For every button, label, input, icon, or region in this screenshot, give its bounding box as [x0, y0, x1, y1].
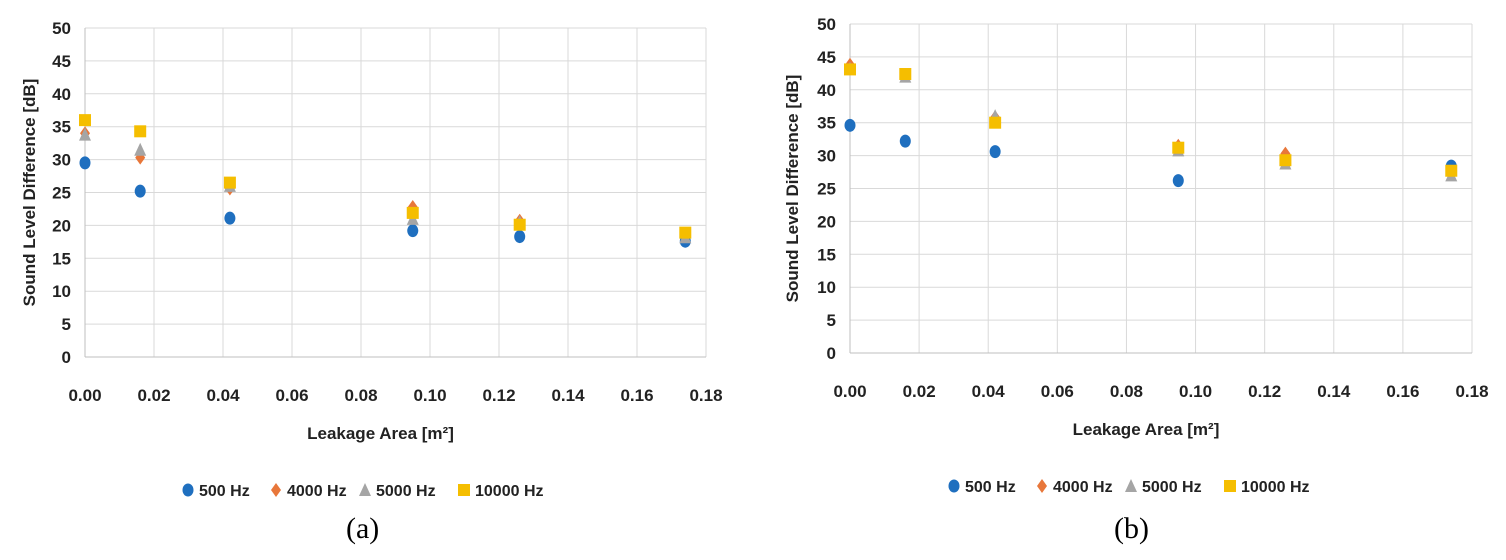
data-point	[224, 211, 236, 225]
x-tick-label: 0.08	[344, 386, 377, 405]
x-tick-label: 0.00	[833, 382, 866, 401]
y-tick-label: 0	[827, 344, 836, 363]
panel-caption-a: (a)	[346, 512, 380, 545]
x-tick-label: 0.06	[275, 386, 308, 405]
y-tick-label: 30	[817, 147, 836, 166]
x-tick-label: 0.06	[1041, 382, 1074, 401]
x-axis-title: Leakage Area [m²]	[1073, 420, 1220, 439]
legend-label: 5000 Hz	[376, 483, 436, 500]
x-tick-label: 0.02	[137, 386, 170, 405]
chart-panel-b: 0 5 10 15 20 25 30 35 40 45 50 0.00 0.02 0.04 0.06 0.08…	[766, 0, 1506, 510]
x-tick-label: 0.00	[68, 386, 101, 405]
data-point	[134, 184, 146, 198]
y-tick-label: 5	[62, 315, 71, 334]
legend-marker	[1224, 480, 1236, 492]
y-tick-label: 35	[817, 114, 836, 133]
data-point	[1279, 154, 1292, 167]
y-tick-label: 35	[52, 118, 71, 137]
legend-marker	[1125, 479, 1137, 492]
y-axis-title: Sound Level Difference [dB]	[783, 75, 802, 303]
x-tick-label: 0.18	[1455, 382, 1488, 401]
y-tick-label: 25	[52, 184, 71, 203]
x-tick-label: 0.12	[1248, 382, 1281, 401]
legend-label: 10000 Hz	[1241, 479, 1310, 496]
x-tick-label: 0.12	[482, 386, 515, 405]
data-point	[79, 114, 91, 127]
x-tick-label: 0.16	[620, 386, 653, 405]
y-tick-label: 0	[62, 348, 71, 367]
y-tick-label: 10	[52, 282, 71, 301]
legend-label: 4000 Hz	[287, 483, 347, 500]
x-tick-label: 0.10	[1179, 382, 1212, 401]
x-tick-label: 0.16	[1386, 382, 1419, 401]
y-tick-label: 20	[817, 212, 836, 231]
y-tick-label: 45	[817, 48, 836, 67]
data-point	[134, 142, 147, 156]
data-point	[407, 224, 419, 238]
data-point	[679, 226, 692, 239]
legend-marker	[948, 479, 960, 493]
panel-caption-b: (b)	[1114, 512, 1149, 545]
data-point	[989, 145, 1001, 159]
y-tick-label: 30	[52, 151, 71, 170]
y-tick-label: 45	[52, 52, 71, 71]
scatter-chart-a: 0 5 10 15 20 25 30 35 40 45 50 0.00 0.02 0.04 0.06 0.08…	[20, 19, 723, 500]
y-tick-label: 50	[52, 19, 71, 38]
y-axis-title: Sound Level Difference [dB]	[20, 79, 39, 307]
data-point	[899, 134, 911, 148]
data-point	[79, 156, 91, 170]
y-tick-label: 50	[817, 15, 836, 34]
legend-label: 500 Hz	[199, 483, 250, 500]
data-point	[844, 118, 856, 132]
data-point	[134, 125, 147, 138]
data-point	[989, 116, 1002, 129]
x-tick-label: 0.04	[972, 382, 1006, 401]
legend-label: 4000 Hz	[1053, 479, 1113, 496]
y-tick-label: 20	[52, 216, 71, 235]
x-tick-label: 0.14	[551, 386, 585, 405]
data-point	[223, 176, 236, 189]
legend-label: 10000 Hz	[475, 483, 544, 500]
data-point	[1172, 174, 1184, 188]
y-tick-label: 10	[817, 278, 836, 297]
data-point	[514, 230, 526, 244]
legend-marker	[271, 483, 281, 497]
y-tick-label: 15	[52, 249, 71, 268]
data-point	[513, 218, 526, 231]
x-tick-label: 0.02	[903, 382, 936, 401]
x-axis-title: Leakage Area [m²]	[307, 424, 454, 443]
y-tick-label: 25	[817, 180, 836, 199]
data-point	[844, 63, 856, 76]
chart-panel-a: 0 5 10 15 20 25 30 35 40 45 50 0.00 0.02 0.04 0.06 0.08…	[0, 0, 750, 510]
legend-marker	[359, 483, 371, 496]
x-tick-label: 0.10	[413, 386, 446, 405]
data-point	[1445, 164, 1458, 177]
data-point	[1172, 141, 1185, 154]
x-tick-label: 0.08	[1110, 382, 1143, 401]
legend-marker	[458, 484, 470, 496]
y-tick-label: 5	[827, 311, 836, 330]
legend-label: 500 Hz	[965, 479, 1016, 496]
data-point	[899, 68, 912, 81]
legend-marker	[1037, 479, 1047, 493]
x-tick-label: 0.14	[1317, 382, 1351, 401]
data-point	[79, 127, 91, 141]
data-point	[406, 206, 419, 219]
x-tick-label: 0.18	[689, 386, 722, 405]
y-tick-label: 40	[817, 81, 836, 100]
legend-marker	[182, 483, 194, 497]
y-tick-label: 40	[52, 85, 71, 104]
scatter-chart-b: 0 5 10 15 20 25 30 35 40 45 50 0.00 0.02 0.04 0.06 0.08…	[783, 15, 1489, 496]
y-tick-label: 15	[817, 245, 836, 264]
x-tick-label: 0.04	[206, 386, 240, 405]
legend-label: 5000 Hz	[1142, 479, 1202, 496]
